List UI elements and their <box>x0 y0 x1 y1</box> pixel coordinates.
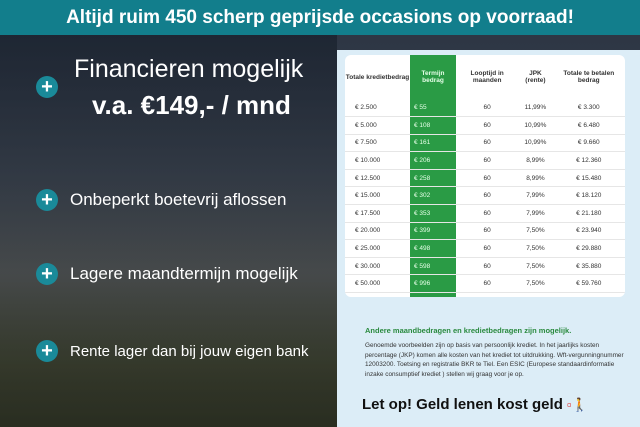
table-cell: € 6.480 <box>552 116 625 135</box>
table-cell: € 10.000 <box>345 151 410 170</box>
table-row: € 30.000 € 598 60 7,50% € 35.880 <box>345 257 625 276</box>
table-cell: € 302 <box>410 186 456 206</box>
table-cell: 7,50% <box>518 274 553 294</box>
table-cell: 7,50% <box>518 222 553 241</box>
table-row: € 7.500 € 161 60 10,99% € 9.660 <box>345 134 625 153</box>
column-header: Looptijd in maanden <box>470 70 504 84</box>
plus-icon: + <box>36 76 58 98</box>
column-header: Totale kredietbedrag <box>345 73 410 81</box>
column-header: Termijn bedrag <box>421 70 445 84</box>
dealership-photo <box>0 35 337 427</box>
plus-icon: + <box>36 263 58 285</box>
loan-table: Totale kredietbedrag Termijn bedrag Loopti… <box>345 55 625 294</box>
bullet-financing: + <box>36 76 70 98</box>
table-cell: € 23.940 <box>552 222 625 241</box>
bullet-text: Lagere maandtermijn mogelijk <box>70 264 298 283</box>
table-cell: € 55 <box>410 99 456 118</box>
table-row: € 25.000 € 498 60 7,50% € 29.880 <box>345 239 625 258</box>
table-cell: 60 <box>456 186 519 206</box>
plus-icon: + <box>36 340 58 362</box>
table-cell: € 29.880 <box>552 239 625 258</box>
bullet-text: Rente lager dan bij jouw eigen bank <box>70 342 309 360</box>
note-body: Genoemde voorbeelden zijn op basis van p… <box>365 342 624 378</box>
table-cell: 60 <box>456 239 519 258</box>
table-cell: 60 <box>456 134 519 153</box>
table-row: € 10.000 € 206 60 8,99% € 12.360 <box>345 151 625 170</box>
note-heading: Andere maandbedragen en kredietbedragen … <box>365 326 572 335</box>
table-cell: 8,99% <box>518 169 553 188</box>
column-header: JPK (rente) <box>525 70 546 84</box>
table-cell: € 161 <box>410 134 456 153</box>
table-cell: 60 <box>456 151 519 170</box>
table-cell: 10,99% <box>518 134 553 153</box>
table-cell: € 2.500 <box>345 99 410 118</box>
table-cell: € 59.760 <box>552 274 625 294</box>
table-row: € 5.000 € 108 60 10,99% € 6.480 <box>345 116 625 135</box>
table-cell: € 12.360 <box>552 151 625 170</box>
table-cell: € 17.500 <box>345 204 410 223</box>
table-cell: 60 <box>456 204 519 223</box>
table-row: € 12.500 € 258 60 8,99% € 15.480 <box>345 169 625 188</box>
table-cell: € 206 <box>410 151 456 170</box>
table-cell: € 598 <box>410 257 456 276</box>
table-cell: 60 <box>456 274 519 294</box>
table-cell: € 7.500 <box>345 134 410 153</box>
price-headline: v.a. €149,- / mnd <box>92 90 291 120</box>
table-cell: 7,99% <box>518 204 553 223</box>
bullet-item: + Onbeperkt boetevrij aflossen <box>36 189 286 211</box>
table-cell: € 12.500 <box>345 169 410 188</box>
table-cell: € 3.300 <box>552 99 625 118</box>
table-cell: 7,99% <box>518 186 553 206</box>
table-cell: € 18.120 <box>552 186 625 206</box>
warning-text: Let op! Geld lenen kost geld ▫🚶 <box>362 396 588 413</box>
table-cell: 60 <box>456 222 519 241</box>
table-cell: € 9.660 <box>552 134 625 153</box>
table-cell: 11,99% <box>518 99 553 118</box>
table-row: € 50.000 € 996 60 7,50% € 59.760 <box>345 274 625 294</box>
table-cell: 10,99% <box>518 116 553 135</box>
table-cell: € 5.000 <box>345 116 410 135</box>
bullet-item: + Rente lager dan bij jouw eigen bank <box>36 340 309 362</box>
table-cell: 60 <box>456 99 519 118</box>
table-cell: € 20.000 <box>345 222 410 241</box>
table-cell: 60 <box>456 257 519 276</box>
warning-label: Let op! Geld lenen kost geld <box>362 396 563 413</box>
table-cell: € 353 <box>410 204 456 223</box>
table-cell: € 498 <box>410 239 456 258</box>
table-cell: € 15.000 <box>345 186 410 206</box>
banner-title: Altijd ruim 450 scherp geprijsde occasio… <box>0 0 640 35</box>
plus-icon: + <box>36 189 58 211</box>
table-cell: 60 <box>456 116 519 135</box>
loan-table-card: Totale kredietbedrag Termijn bedrag Loopti… <box>345 55 625 297</box>
bullet-text: Onbeperkt boetevrij aflossen <box>70 190 287 209</box>
table-cell: 60 <box>456 169 519 188</box>
table-cell: 7,50% <box>518 239 553 258</box>
table-cell: € 21.180 <box>552 204 625 223</box>
table-row: € 2.500 € 55 60 11,99% € 3.300 <box>345 99 625 118</box>
table-cell: 8,99% <box>518 151 553 170</box>
walking-person-icon: ▫🚶 <box>567 397 588 412</box>
table-cell: € 15.480 <box>552 169 625 188</box>
table-cell: € 108 <box>410 116 456 135</box>
table-cell: € 25.000 <box>345 239 410 258</box>
table-cell: € 258 <box>410 169 456 188</box>
table-row: € 20.000 € 399 60 7,50% € 23.940 <box>345 222 625 241</box>
headline: Financieren mogelijk <box>74 55 304 83</box>
table-cell: € 30.000 <box>345 257 410 276</box>
bullet-item: + Lagere maandtermijn mogelijk <box>36 263 298 285</box>
table-row: € 17.500 € 353 60 7,99% € 21.180 <box>345 204 625 223</box>
table-cell: € 996 <box>410 274 456 294</box>
table-cell: € 399 <box>410 222 456 241</box>
table-row: € 15.000 € 302 60 7,99% € 18.120 <box>345 186 625 206</box>
table-cell: € 50.000 <box>345 274 410 294</box>
table-cell: 7,50% <box>518 257 553 276</box>
column-header: Totale te betalen bedrag <box>563 70 615 84</box>
table-cell: € 35.880 <box>552 257 625 276</box>
